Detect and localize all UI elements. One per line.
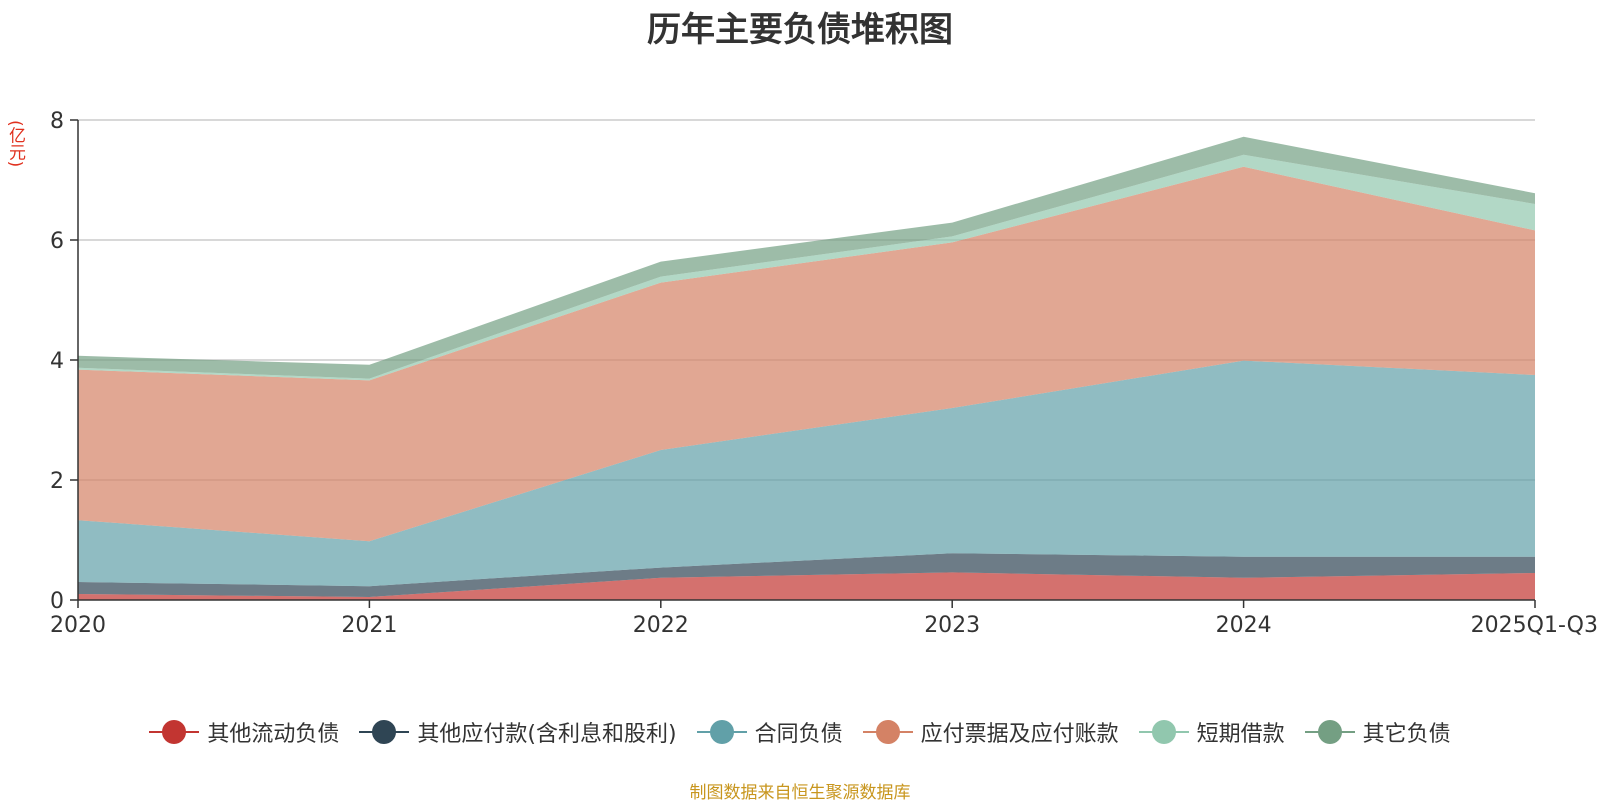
legend-label: 其它负债 [1362,722,1451,747]
legend-item-0[interactable]: 其他流动负债 [149,716,339,748]
y-tick-label: 4 [50,349,64,374]
x-tick-label: 2024 [1216,613,1272,638]
legend-marker-icon [359,719,410,745]
legend-label: 其他流动负债 [207,722,340,747]
y-tick-label: 6 [50,229,64,254]
area-series-group [78,136,1535,600]
x-tick-label: 2023 [924,613,980,638]
x-tick-label: 2021 [341,613,397,638]
legend-item-2[interactable]: 合同负债 [696,716,843,748]
legend-label: 应付票据及应付账款 [920,722,1119,747]
legend-label: 合同负债 [754,722,843,747]
y-tick-label: 0 [50,589,64,614]
area-series-0 [78,572,1535,600]
legend-item-1[interactable]: 其他应付款(含利息和股利) [359,716,677,748]
area-series-1 [78,553,1535,597]
legend: 其他流动负债 其他应付款(含利息和股利) 合同负债 应付票据及应付账款 短期借款 其它负债 [0,716,1600,748]
stacked-area-chart: 0 2 4 6 8 2020 2021 2022 2023 2024 2025Q1-Q3 [50,109,1598,638]
y-axis-unit-label: (亿元) [5,120,25,168]
area-series-3 [78,166,1535,542]
y-tick-label: 2 [50,469,64,494]
legend-marker-icon [1304,719,1355,745]
legend-marker-icon [1138,719,1189,745]
chart-title: 历年主要负债堆积图 [647,10,953,50]
legend-item-4[interactable]: 短期借款 [1138,716,1285,748]
x-tick-label: 2022 [633,613,689,638]
legend-marker-icon [696,719,747,745]
area-series-2 [78,360,1535,587]
x-tick-label: 2020 [50,613,106,638]
legend-item-3[interactable]: 应付票据及应付账款 [862,716,1119,748]
axes: 0 2 4 6 8 2020 2021 2022 2023 2024 2025Q1-Q3 [50,109,1598,638]
legend-marker-icon [149,719,200,745]
x-tick-label: 2025Q1-Q3 [1471,613,1598,638]
legend-label: 其他应付款(含利息和股利) [417,722,677,747]
legend-label: 短期借款 [1196,722,1285,747]
legend-marker-icon [862,719,913,745]
source-note: 制图数据来自恒生聚源数据库 [689,783,911,803]
legend-item-5[interactable]: 其它负债 [1304,716,1451,748]
y-tick-label: 8 [50,109,64,134]
